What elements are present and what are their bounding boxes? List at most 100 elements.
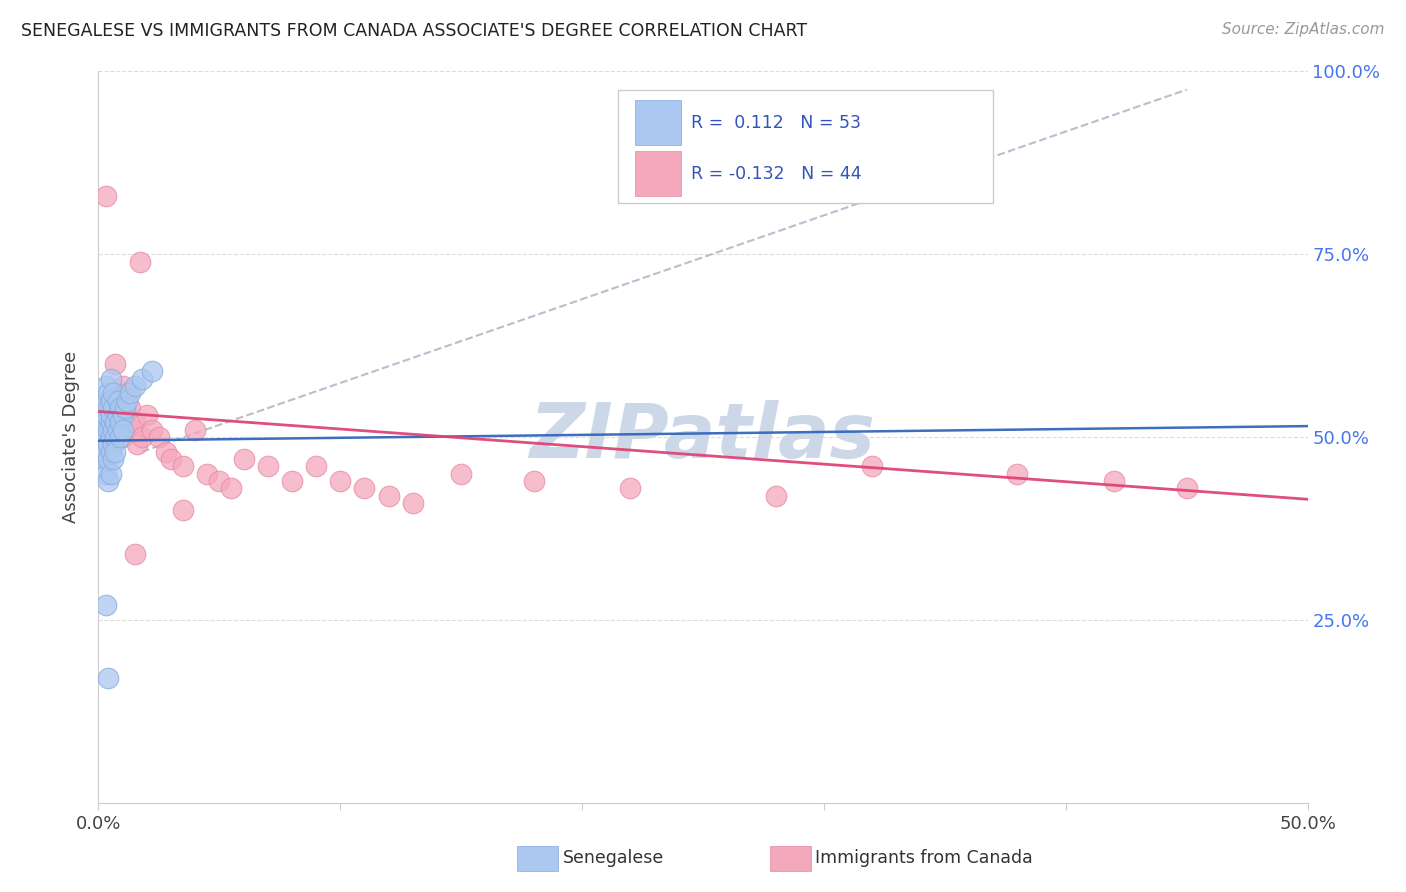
Point [100, 393, 122, 408]
Point [101, 408, 124, 422]
Point [97, 437, 120, 451]
Point [100, 467, 122, 481]
Point [124, 379, 146, 393]
Point [94, 444, 117, 458]
Point [108, 430, 131, 444]
Point [128, 254, 150, 268]
Point [117, 386, 139, 401]
Point [107, 423, 129, 437]
Text: Immigrants from Canada: Immigrants from Canada [815, 849, 1033, 867]
Point [94, 430, 117, 444]
Text: Senegalese: Senegalese [562, 849, 664, 867]
Point [402, 496, 425, 510]
Point [101, 452, 124, 467]
Point [281, 474, 304, 488]
Point [108, 416, 131, 430]
Point [101, 386, 124, 401]
Y-axis label: Associate's Degree: Associate's Degree [62, 351, 80, 524]
Point [100, 371, 122, 385]
Point [97, 423, 120, 437]
Text: ZIPatlas: ZIPatlas [530, 401, 876, 474]
Point [118, 386, 141, 401]
Point [121, 423, 143, 437]
Point [111, 430, 134, 444]
Point [114, 408, 136, 422]
Point [117, 393, 139, 408]
Point [90, 430, 112, 444]
FancyBboxPatch shape [636, 100, 682, 145]
Point [101, 437, 124, 451]
Point [100, 408, 122, 422]
Point [97, 401, 120, 415]
Text: SENEGALESE VS IMMIGRANTS FROM CANADA ASSOCIATE'S DEGREE CORRELATION CHART: SENEGALESE VS IMMIGRANTS FROM CANADA ASS… [21, 22, 807, 40]
Point [111, 408, 134, 422]
Point [619, 481, 641, 495]
Point [329, 474, 352, 488]
Point [305, 459, 328, 474]
Point [104, 430, 127, 444]
Point [1175, 481, 1198, 495]
Point [90, 416, 112, 430]
Point [131, 371, 153, 385]
FancyBboxPatch shape [619, 90, 993, 203]
Point [160, 452, 183, 467]
Point [100, 393, 122, 408]
FancyBboxPatch shape [636, 152, 682, 196]
Point [104, 444, 127, 458]
Point [860, 459, 883, 474]
Text: R =  0.112   N = 53: R = 0.112 N = 53 [690, 113, 860, 131]
Point [1007, 467, 1029, 481]
Point [1102, 474, 1125, 488]
Point [232, 452, 254, 467]
Point [91, 452, 114, 467]
Text: Source: ZipAtlas.com: Source: ZipAtlas.com [1222, 22, 1385, 37]
Point [172, 459, 194, 474]
Point [104, 416, 127, 430]
Point [101, 401, 124, 415]
Point [208, 474, 231, 488]
Text: R = -0.132   N = 44: R = -0.132 N = 44 [690, 165, 862, 183]
Point [94, 379, 117, 393]
Point [100, 430, 122, 444]
Point [353, 481, 375, 495]
Point [94, 393, 117, 408]
Point [91, 459, 114, 474]
Point [131, 430, 153, 444]
Point [765, 489, 787, 503]
Point [111, 423, 134, 437]
Point [97, 452, 120, 467]
Point [221, 481, 243, 495]
Point [114, 401, 136, 415]
Point [104, 357, 127, 371]
Point [101, 423, 124, 437]
Point [94, 467, 117, 481]
Point [124, 547, 146, 561]
Point [141, 423, 163, 437]
Point [90, 444, 112, 458]
Point [107, 408, 129, 422]
Point [107, 393, 129, 408]
Point [107, 393, 129, 408]
Point [94, 599, 117, 613]
Point [148, 430, 170, 444]
Point [184, 423, 207, 437]
Point [108, 401, 131, 415]
Point [155, 444, 177, 458]
Point [127, 437, 149, 451]
Point [91, 408, 114, 422]
Point [100, 416, 122, 430]
Point [100, 444, 122, 458]
Point [91, 437, 114, 451]
Point [108, 416, 131, 430]
Point [97, 386, 120, 401]
Point [172, 503, 194, 517]
Point [97, 672, 120, 686]
Point [141, 364, 163, 378]
Point [94, 416, 117, 430]
Point [124, 416, 146, 430]
Point [91, 401, 114, 415]
Point [91, 423, 114, 437]
Point [377, 489, 399, 503]
Point [94, 188, 117, 202]
Point [450, 467, 472, 481]
